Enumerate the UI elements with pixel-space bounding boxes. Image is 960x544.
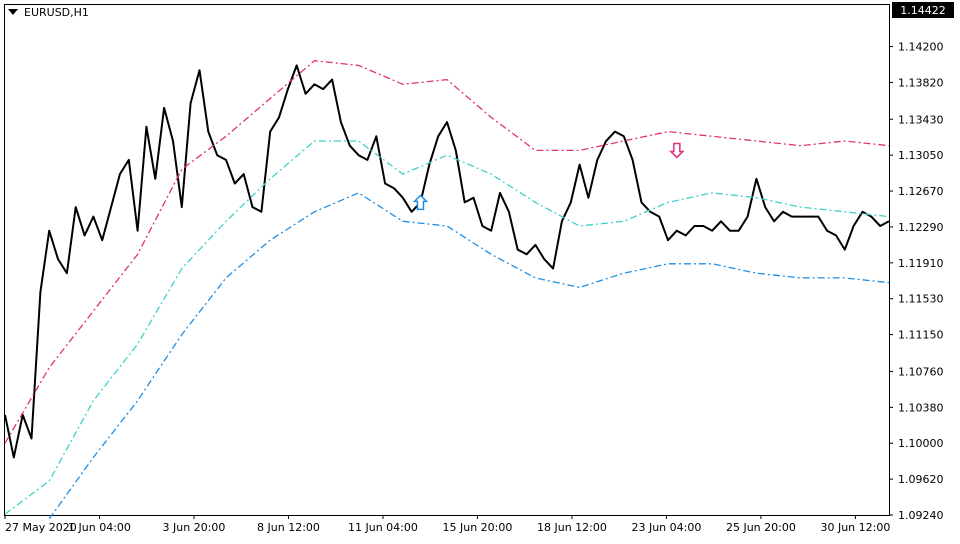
y-tick-label: 1.12290 [898, 221, 944, 234]
x-tick-label: 8 Jun 12:00 [257, 521, 320, 534]
x-tick-label: 30 Jun 12:00 [820, 521, 890, 534]
x-tick-label: 25 Jun 20:00 [726, 521, 796, 534]
y-tick-label: 1.09620 [898, 473, 944, 486]
x-tick-label: 1 Jun 04:00 [68, 521, 131, 534]
dropdown-triangle-icon[interactable] [8, 9, 18, 15]
y-tick-label: 1.09240 [898, 509, 944, 522]
y-tick-label: 1.13050 [898, 149, 944, 162]
marker-layer [412, 142, 685, 211]
y-tick-label: 1.13820 [898, 76, 944, 89]
y-tick-label: 1.11150 [898, 329, 944, 342]
arrow-down-icon [669, 142, 685, 159]
price-line [4, 64, 890, 459]
arrow-up-icon [412, 194, 429, 211]
upper-band-line [4, 60, 890, 444]
symbol-title[interactable]: EURUSD,H1 [8, 5, 89, 19]
y-tick-label: 1.14200 [898, 41, 944, 54]
y-tick-label: 1.10380 [898, 401, 944, 414]
y-tick-label: 1.10000 [898, 437, 944, 450]
symbol-timeframe-label: EURUSD,H1 [24, 5, 89, 19]
y-tick-label: 1.11530 [898, 293, 944, 306]
y-tick-label: 1.11910 [898, 257, 944, 270]
plot-area-frame [4, 4, 890, 516]
x-tick-label: 27 May 2020 [5, 521, 77, 534]
y-tick-label: 1.12670 [898, 185, 944, 198]
current-price-value: 1.14422 [900, 4, 946, 17]
price-axis: 1.14200 1.13820 1.13430 1.13050 1.12670 1.122… [889, 41, 944, 522]
x-tick-label: 11 Jun 04:00 [348, 521, 418, 534]
middle-band-line [4, 140, 890, 515]
x-tick-label: 3 Jun 20:00 [163, 521, 226, 534]
y-tick-label: 1.13430 [898, 113, 944, 126]
lower-band-line [48, 192, 890, 520]
y-tick-label: 1.10760 [898, 365, 944, 378]
x-tick-label: 18 Jun 12:00 [537, 521, 607, 534]
current-price-tag: 1.14422 [892, 2, 954, 18]
current-price-tag-background [892, 2, 954, 18]
x-tick-label: 15 Jun 20:00 [443, 521, 513, 534]
x-tick-label: 23 Jun 04:00 [631, 521, 701, 534]
series-layer [4, 60, 890, 520]
